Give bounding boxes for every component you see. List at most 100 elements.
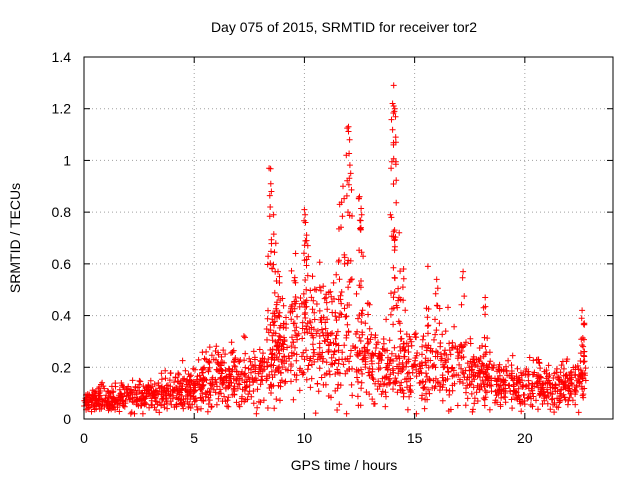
data-point: [425, 322, 432, 329]
data-point: [248, 369, 254, 376]
data-point: [436, 387, 443, 394]
data-point: [537, 391, 544, 398]
data-point: [391, 247, 398, 254]
data-point: [400, 275, 407, 282]
data-point: [364, 340, 371, 347]
data-point: [496, 361, 503, 368]
data-point: [345, 329, 352, 336]
data-point: [152, 395, 159, 402]
data-point: [311, 358, 318, 365]
data-point: [404, 406, 411, 413]
data-point: [242, 364, 249, 371]
data-point: [259, 373, 265, 380]
data-point: [245, 391, 252, 398]
data-point: [400, 363, 407, 370]
data-point: [106, 405, 113, 412]
data-point: [322, 338, 329, 345]
data-point: [332, 335, 339, 342]
data-point: [288, 343, 295, 350]
data-point: [265, 307, 271, 314]
data-point: [110, 394, 117, 401]
data-point: [277, 383, 284, 390]
data-point: [243, 378, 250, 385]
data-point: [390, 110, 397, 116]
data-point: [383, 393, 389, 400]
data-point: [358, 205, 365, 212]
data-point: [268, 188, 275, 195]
data-point: [396, 294, 402, 301]
data-point: [486, 406, 493, 413]
data-point: [277, 369, 284, 376]
data-point: [358, 379, 365, 386]
data-point: [263, 326, 270, 332]
data-point: [396, 320, 403, 327]
data-point: [208, 404, 215, 411]
data-point: [191, 382, 198, 389]
data-point: [355, 315, 361, 322]
data-point: [445, 304, 451, 311]
data-point: [254, 404, 261, 411]
data-point: [384, 347, 391, 354]
data-point: [319, 329, 326, 336]
data-point: [313, 330, 320, 337]
data-point: [355, 378, 361, 385]
data-point: [164, 400, 171, 407]
data-point: [460, 354, 467, 360]
data-point: [202, 393, 209, 400]
data-point: [572, 401, 579, 408]
data-point: [554, 365, 560, 372]
data-point: [567, 376, 574, 383]
data-point: [481, 396, 488, 403]
data-point: [425, 364, 432, 371]
data-point: [151, 404, 158, 411]
data-point: [366, 325, 373, 332]
data-point: [341, 305, 348, 312]
data-point: [288, 316, 295, 323]
x-tick-label: 20: [517, 430, 533, 446]
data-point: [173, 403, 180, 410]
data-point: [396, 229, 403, 236]
data-point: [434, 302, 441, 309]
data-point: [291, 371, 298, 378]
data-point: [236, 403, 243, 410]
data-point: [258, 376, 265, 383]
data-point: [193, 403, 200, 410]
data-point: [401, 353, 407, 360]
data-point: [292, 344, 298, 351]
data-point: [356, 334, 363, 341]
data-point: [578, 315, 585, 322]
data-point: [245, 374, 252, 381]
data-point: [448, 365, 455, 372]
data-point: [399, 359, 406, 366]
data-point: [500, 366, 507, 373]
data-point: [229, 366, 236, 373]
data-point: [139, 410, 146, 417]
data-point: [424, 323, 431, 329]
data-point: [412, 330, 419, 337]
data-point: [336, 401, 343, 408]
data-point: [195, 356, 202, 363]
data-point: [303, 376, 310, 383]
data-point: [255, 370, 262, 377]
data-point: [336, 225, 342, 232]
data-point: [482, 377, 489, 383]
data-point: [390, 321, 397, 328]
data-point: [239, 377, 246, 383]
data-point: [251, 356, 258, 363]
data-point: [333, 332, 340, 339]
data-point: [513, 395, 520, 401]
data-point: [440, 361, 446, 368]
data-point: [345, 284, 352, 291]
data-point: [443, 387, 450, 393]
data-point: [357, 225, 364, 232]
data-point: [93, 405, 100, 412]
chart-title: Day 075 of 2015, SRMTID for receiver tor…: [211, 19, 477, 35]
data-point: [266, 165, 273, 172]
data-point: [303, 262, 310, 269]
data-point: [232, 363, 239, 370]
data-point: [84, 391, 91, 398]
data-point: [346, 150, 353, 157]
data-point: [406, 369, 412, 376]
data-point: [387, 211, 394, 218]
data-point: [336, 314, 343, 321]
